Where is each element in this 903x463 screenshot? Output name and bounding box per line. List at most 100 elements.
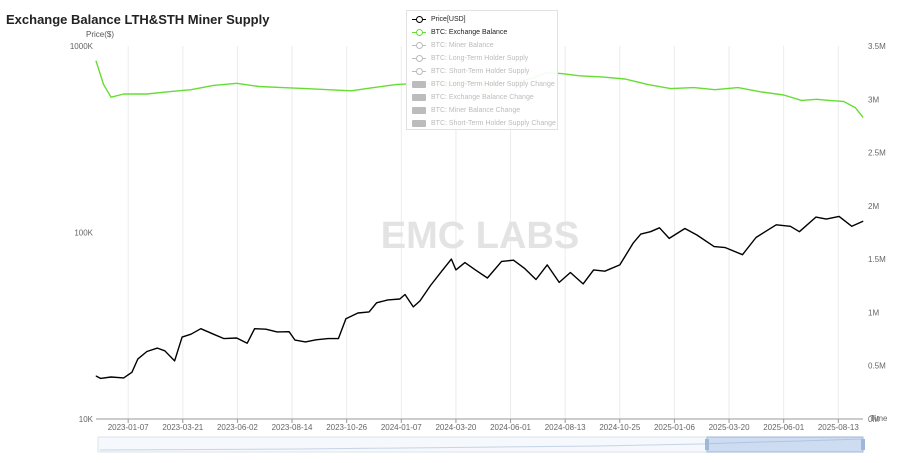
legend: Price[USD] BTC: Exchange Balance BTC: Mine… (406, 10, 558, 130)
legend-label: BTC: Short-Term Holder Supply Change (431, 120, 556, 128)
price-point (696, 234, 698, 236)
legend-line-icon (412, 67, 426, 75)
price-point (790, 225, 791, 227)
price-point (619, 264, 621, 266)
exchange-balance-point (816, 98, 817, 100)
price-point (387, 299, 389, 301)
price-point (137, 358, 139, 360)
price-point (368, 311, 370, 313)
legend-label: BTC: Miner Balance (431, 41, 494, 49)
price-point (213, 333, 214, 335)
axis-layer: 2023-01-07 2023-03-21 2023-06-02 2023-08-14… (70, 42, 888, 432)
price-point (146, 351, 148, 352)
x-tick-label: 2025-08-13 (818, 423, 859, 432)
exchange-balance-point (146, 93, 148, 95)
price-point (100, 378, 101, 379)
price-point (513, 259, 514, 261)
price-point (376, 302, 377, 304)
legend-item[interactable]: Price[USD] (407, 13, 557, 25)
exchange-balance-point (624, 78, 626, 80)
price-point (558, 282, 560, 283)
legend-item[interactable]: BTC: Short-Term Holder Supply Change (407, 118, 557, 130)
price-point (713, 246, 715, 248)
exchange-balance-point (579, 75, 580, 77)
legend-label: BTC: Long-Term Holder Supply Change (431, 81, 555, 88)
x-tick-label: 2024-08-13 (545, 423, 586, 432)
x-tick-label: 2024-01-07 (381, 423, 422, 432)
y-right-tick-label: 2M (868, 202, 879, 211)
exchange-balance-point (647, 84, 648, 85)
price-point (288, 331, 290, 333)
price-point (862, 220, 864, 222)
x-tick-label: 2024-10-25 (599, 423, 640, 432)
price-point (451, 258, 452, 260)
exchange-balance-point (110, 96, 112, 98)
exchange-balance-point (103, 84, 104, 85)
price-point (430, 285, 431, 286)
price-point (294, 339, 296, 341)
legend-item[interactable]: BTC: Long-Term Holder Supply Change (407, 79, 557, 91)
legend-bar-icon (412, 107, 426, 115)
legend-line-icon (412, 54, 426, 62)
price-point (659, 227, 660, 229)
legend-label: BTC: Long-Term Holder Supply (431, 54, 529, 62)
zoom-handle-left[interactable] (705, 439, 709, 450)
price-point (501, 261, 502, 262)
price-point (131, 371, 133, 373)
price-point (604, 270, 606, 272)
exchange-balance-point (670, 88, 672, 89)
exchange-balance-point (236, 82, 238, 84)
price-point (593, 269, 594, 271)
price-point (724, 247, 726, 249)
legend-item[interactable]: BTC: Miner Balance Change (407, 105, 557, 117)
legend-item[interactable]: BTC: Exchange Balance (407, 26, 557, 38)
exchange-balance-point (801, 100, 802, 101)
price-point (742, 254, 743, 256)
price-point (246, 342, 248, 344)
price-point (755, 237, 757, 238)
price-point (357, 312, 359, 314)
price-point (305, 341, 306, 343)
legend-label: BTC: Miner Balance Change (431, 107, 521, 115)
price-point (419, 300, 421, 302)
legend-bar-icon (412, 81, 426, 88)
y-right-tick-label: 2.5M (868, 149, 886, 158)
zoom-selected-window[interactable] (706, 436, 864, 453)
price-point (487, 277, 488, 279)
legend-item[interactable]: BTC: Short-Term Holder Supply (407, 65, 557, 77)
chart-title: Exchange Balance LTH&STH Miner Supply (6, 12, 270, 27)
exchange-balance-point (396, 84, 398, 85)
zoom-preview-line (99, 438, 863, 451)
price-point (338, 338, 339, 339)
legend-item[interactable]: BTC: Long-Term Holder Supply (407, 52, 557, 64)
x-tick-label: 2023-10-26 (326, 423, 367, 432)
exchange-balance-point (760, 91, 761, 93)
price-point (475, 269, 476, 271)
price-point (546, 264, 548, 266)
price-point (164, 350, 166, 352)
legend-label: Price[USD] (431, 15, 466, 23)
zoom-handle-right[interactable] (861, 439, 865, 450)
price-point (799, 231, 800, 233)
x-tick-label: 2023-08-14 (272, 423, 313, 432)
price-point (265, 328, 267, 330)
legend-item[interactable]: BTC: Miner Balance (407, 39, 557, 51)
exchange-balance-point (190, 89, 192, 91)
price-point (123, 377, 125, 379)
y-right-tick-label: 1M (868, 308, 879, 317)
x-axis-title: Time (870, 414, 888, 423)
exchange-balance-point (828, 100, 830, 101)
legend-item[interactable]: BTC: Exchange Balance Change (407, 92, 557, 104)
legend-label: BTC: Exchange Balance (431, 28, 508, 36)
data-zoom-slider[interactable] (97, 436, 865, 453)
price-point (851, 225, 853, 227)
x-tick-label: 2023-01-07 (108, 423, 149, 432)
price-point (157, 347, 158, 349)
grid-layer (127, 46, 839, 419)
x-tick-label: 2025-01-06 (654, 423, 695, 432)
price-point (315, 339, 317, 341)
price-point (110, 376, 112, 378)
exchange-balance-point (95, 60, 97, 62)
price-point (327, 338, 329, 339)
